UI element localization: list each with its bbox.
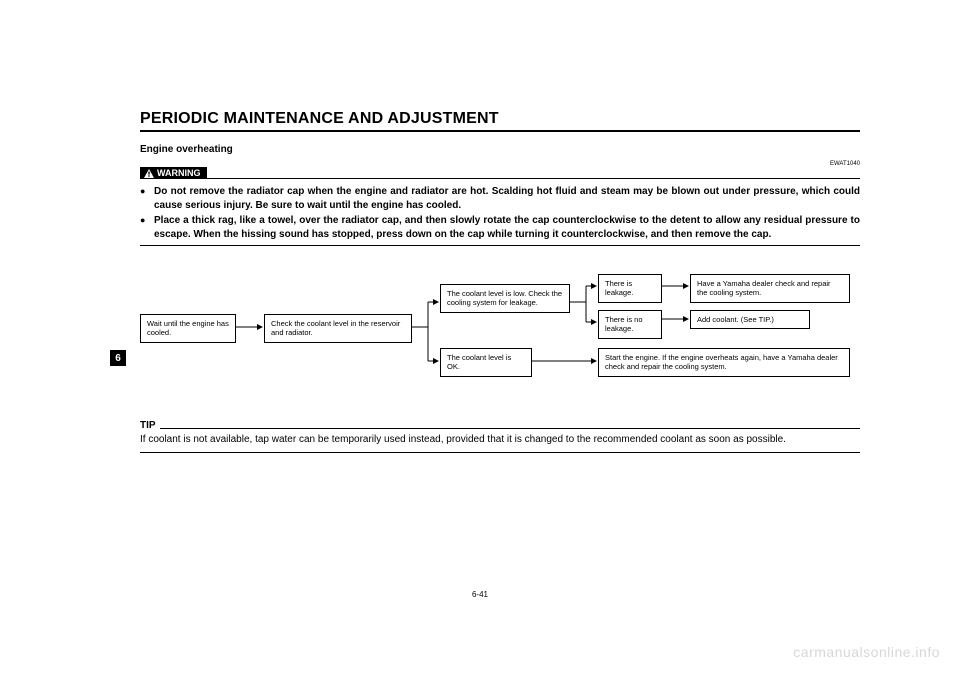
subheading: Engine overheating: [140, 144, 860, 155]
page-content: PERIODIC MAINTENANCE AND ADJUSTMENT Engi…: [140, 110, 860, 453]
flow-box-check-level: Check the coolant level in the reservoir…: [264, 314, 412, 343]
flow-box-level-ok: The coolant level is OK.: [440, 348, 532, 377]
flow-box-level-low: The coolant level is low. Check the cool…: [440, 284, 570, 313]
warning-label-text: WARNING: [157, 168, 201, 178]
flow-box-no-leakage: There is no leakage.: [598, 310, 662, 339]
title-rule: [140, 130, 860, 132]
flow-box-wait: Wait until the engine has cooled.: [140, 314, 236, 343]
warning-bullets: Do not remove the radiator cap when the …: [140, 185, 860, 241]
tip-text: If coolant is not available, tap water c…: [140, 433, 860, 446]
flow-box-add-coolant: Add coolant. (See TIP.): [690, 310, 810, 329]
divider-rule: [140, 245, 860, 246]
tip-bottom-rule: [140, 452, 860, 453]
warning-badge: WARNING: [140, 167, 207, 179]
tip-rule: [160, 428, 860, 429]
watermark: carmanualsonline.info: [793, 644, 940, 660]
tip-header: TIP: [140, 420, 860, 431]
tip-label: TIP: [140, 420, 156, 431]
warning-rule: [207, 178, 861, 179]
warning-header: WARNING: [140, 167, 860, 179]
page-number: 6-41: [0, 590, 960, 599]
flow-box-restart: Start the engine. If the engine overheat…: [598, 348, 850, 377]
warning-bullet-1: Do not remove the radiator cap when the …: [140, 185, 860, 212]
section-tab: 6: [110, 350, 126, 366]
section-title: PERIODIC MAINTENANCE AND ADJUSTMENT: [140, 110, 860, 128]
flow-box-dealer-repair: Have a Yamaha dealer check and repair th…: [690, 274, 850, 303]
troubleshooting-flowchart: Wait until the engine has cooled. Check …: [140, 270, 860, 390]
warning-triangle-icon: [144, 169, 154, 178]
flow-box-leakage: There is leakage.: [598, 274, 662, 303]
warning-bullet-2: Place a thick rag, like a towel, over th…: [140, 214, 860, 241]
